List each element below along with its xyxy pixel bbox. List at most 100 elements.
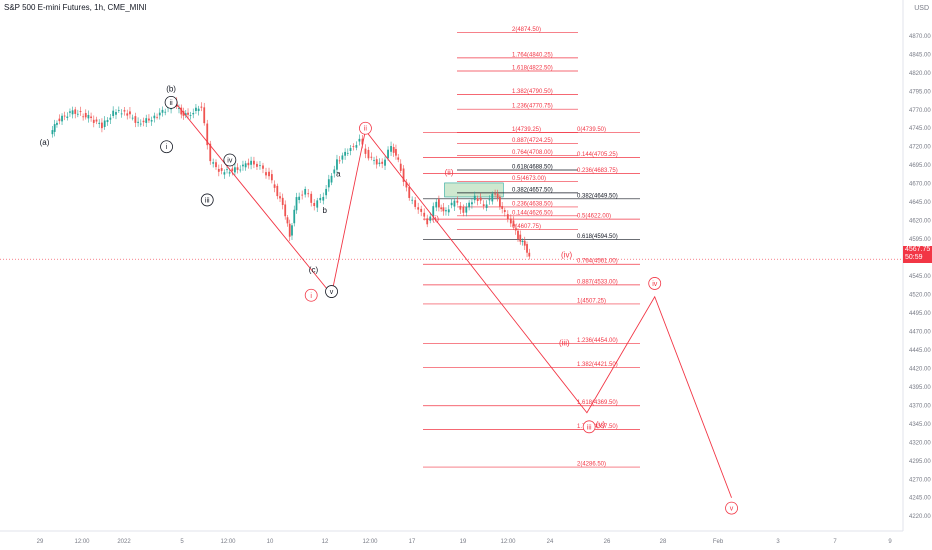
candle-body	[244, 163, 247, 168]
chart-title: S&P 500 E-mini Futures, 1h, CME_MINI	[4, 3, 147, 12]
candle-body	[195, 107, 197, 111]
x-tick-label: 12:00	[362, 539, 378, 545]
candle-body	[355, 145, 358, 148]
candle-body	[375, 159, 378, 165]
candle-body	[514, 228, 517, 231]
candle-body	[150, 120, 153, 122]
zone-box	[444, 182, 504, 198]
candle-body	[61, 115, 63, 122]
x-tick-label: 24	[547, 539, 554, 545]
y-tick-label: 4245.00	[909, 496, 931, 502]
candle-body	[417, 207, 420, 210]
y-tick-label: 4270.00	[909, 477, 931, 483]
candle-body	[423, 212, 426, 217]
candle-body	[445, 210, 447, 212]
fib-level-label: 0.382(4657.50)	[512, 187, 553, 193]
y-tick-label: 4420.00	[909, 366, 931, 372]
fib-level-label: 2(4286.50)	[577, 462, 606, 468]
fib-level-label: 0.144(4626.50)	[512, 210, 553, 216]
candle-body	[307, 193, 310, 195]
candle-body	[192, 112, 195, 115]
candle-body	[131, 117, 134, 119]
candle-body	[432, 206, 435, 217]
fib-level-label: 0(4739.50)	[577, 127, 606, 133]
candle-body	[338, 160, 341, 162]
candle-body	[399, 163, 402, 171]
candle-body	[344, 151, 346, 156]
candle-body	[253, 160, 255, 165]
wave-label: (b)	[166, 84, 176, 93]
candle-body	[109, 117, 112, 120]
candle-body	[284, 204, 287, 217]
candle-body	[378, 162, 381, 164]
fib-level-label: 0.764(4708.00)	[512, 150, 553, 156]
candle-body	[200, 106, 203, 108]
y-tick-label: 4870.00	[909, 34, 931, 40]
candle-body	[298, 196, 301, 201]
candle-body	[293, 209, 296, 224]
candle-body	[468, 202, 471, 208]
candle-body	[501, 206, 504, 209]
candle-body	[526, 244, 528, 253]
candle-body	[411, 199, 414, 201]
wave-circled-label-red: iii	[587, 424, 592, 431]
y-tick-label: 4845.00	[909, 52, 931, 58]
candle-body	[137, 121, 139, 123]
candle-body	[370, 156, 373, 158]
candle-body	[215, 162, 217, 168]
candle-body	[56, 122, 58, 125]
candle-body	[87, 114, 90, 119]
candle-body	[414, 200, 417, 207]
wave-label: b	[323, 206, 328, 215]
candle-body	[456, 200, 459, 203]
candle-body	[79, 111, 82, 113]
candle-body	[228, 172, 231, 174]
wave-label-red: (ii)	[445, 168, 454, 177]
candle-body	[197, 108, 200, 112]
candle-body	[58, 118, 61, 122]
fib-level-label: 1.236(4770.75)	[512, 104, 553, 110]
candle-body	[364, 148, 367, 154]
candle-body	[239, 169, 242, 171]
candle-body	[426, 218, 429, 225]
candle-body	[220, 168, 223, 171]
wave-circled-label-red: i	[310, 293, 312, 300]
x-tick-label: 19	[460, 539, 467, 545]
candle-body	[325, 188, 328, 196]
fib-level-label: 2(4874.50)	[512, 27, 541, 33]
wave-circled-label: v	[330, 289, 334, 296]
y-tick-label: 4820.00	[909, 71, 931, 77]
y-tick-label: 4445.00	[909, 348, 931, 354]
candle-body	[521, 240, 524, 243]
candle-body	[503, 209, 506, 213]
candle-body	[189, 115, 192, 116]
fib-level-label: 0.887(4724.25)	[512, 138, 553, 144]
x-tick-label: 10	[267, 539, 274, 545]
candle-body	[236, 167, 239, 170]
x-tick-label: 12:00	[74, 539, 90, 545]
x-tick-label: 12:00	[500, 539, 516, 545]
candle-body	[234, 167, 236, 173]
fib-level-label: 1.618(4822.50)	[512, 65, 553, 71]
candle-body	[453, 200, 456, 207]
candle-body	[488, 199, 491, 201]
candle-body	[482, 204, 485, 207]
candle-body	[288, 223, 291, 237]
candle-body	[499, 196, 501, 207]
wave-circled-label-red-circle	[304, 288, 318, 302]
candle-body	[184, 113, 187, 116]
fib-level-label: 1.764(4840.25)	[512, 52, 553, 58]
candle-body	[206, 123, 209, 146]
wave-circled-label: ii	[170, 100, 174, 107]
wave-circled-label-red: ii	[364, 126, 368, 133]
candle-body	[440, 207, 443, 210]
candle-body	[117, 110, 120, 111]
y-tick-label: 4295.00	[909, 459, 931, 465]
candle-body	[142, 120, 145, 123]
candle-body	[390, 145, 392, 152]
candle-body	[273, 184, 276, 188]
candle-body	[316, 200, 319, 208]
candle-body	[494, 193, 497, 195]
candle-body	[496, 193, 499, 199]
